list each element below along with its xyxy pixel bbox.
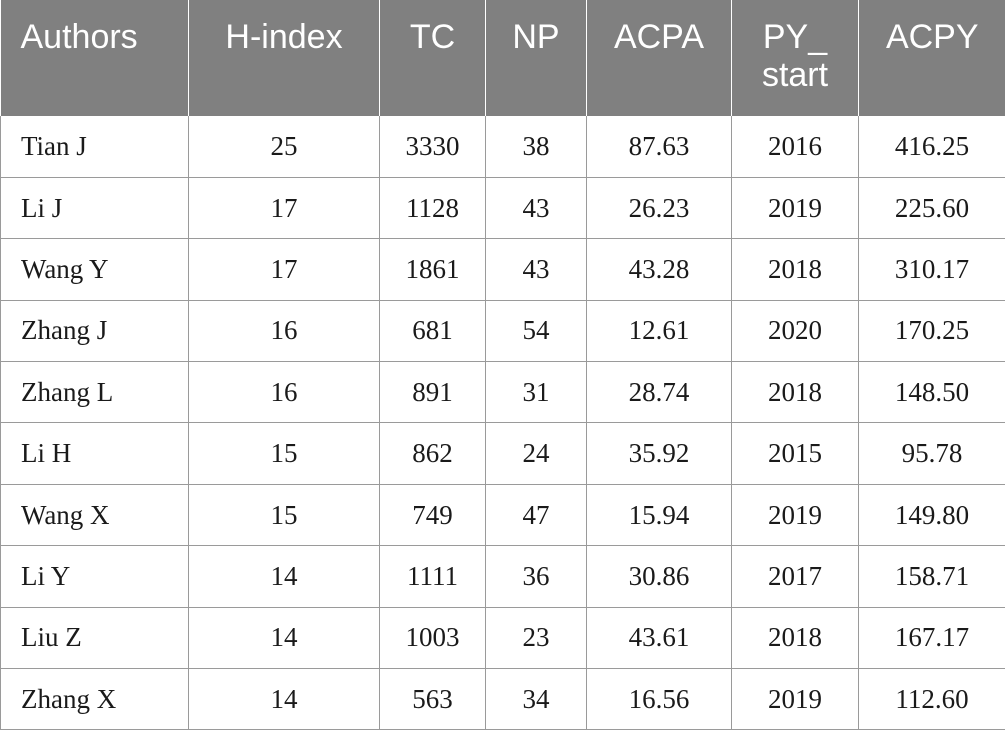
cell-py-start: 2018 [731, 238, 859, 301]
header-tc: TC [379, 0, 486, 116]
cell-py-start: 2016 [731, 116, 859, 178]
cell-np: 47 [485, 484, 587, 547]
cell-np: 43 [485, 238, 587, 301]
cell-acpa: 35.92 [586, 422, 732, 485]
cell-acpy: 167.17 [858, 607, 1005, 670]
table-row: Zhang J 16 681 54 12.61 2020 170.25 [0, 300, 1005, 363]
cell-h-index: 17 [188, 238, 380, 301]
cell-acpy: 148.50 [858, 361, 1005, 424]
cell-acpa: 16.56 [586, 668, 732, 731]
cell-acpy: 158.71 [858, 545, 1005, 608]
cell-np: 31 [485, 361, 587, 424]
cell-h-index: 15 [188, 422, 380, 485]
cell-author: Li H [0, 422, 189, 485]
cell-py-start: 2019 [731, 177, 859, 240]
cell-h-index: 16 [188, 300, 380, 363]
cell-np: 24 [485, 422, 587, 485]
cell-acpy: 225.60 [858, 177, 1005, 240]
cell-np: 34 [485, 668, 587, 731]
table-body: Tian J 25 3330 38 87.63 2016 416.25 Li J… [0, 116, 1005, 731]
cell-acpa: 26.23 [586, 177, 732, 240]
header-h-index: H-index [188, 0, 380, 116]
cell-author: Li J [0, 177, 189, 240]
cell-acpy: 149.80 [858, 484, 1005, 547]
cell-tc: 1111 [379, 545, 486, 608]
cell-author: Zhang X [0, 668, 189, 731]
cell-acpy: 112.60 [858, 668, 1005, 731]
cell-np: 23 [485, 607, 587, 670]
cell-h-index: 25 [188, 116, 380, 178]
cell-acpa: 87.63 [586, 116, 732, 178]
header-py-start: PY_ start [731, 0, 859, 116]
table-row: Li Y 14 1111 36 30.86 2017 158.71 [0, 545, 1005, 608]
cell-h-index: 14 [188, 545, 380, 608]
cell-py-start: 2018 [731, 607, 859, 670]
table-row: Liu Z 14 1003 23 43.61 2018 167.17 [0, 607, 1005, 670]
table-row: Wang X 15 749 47 15.94 2019 149.80 [0, 484, 1005, 547]
cell-py-start: 2015 [731, 422, 859, 485]
cell-tc: 891 [379, 361, 486, 424]
table-row: Tian J 25 3330 38 87.63 2016 416.25 [0, 116, 1005, 178]
table-row: Wang Y 17 1861 43 43.28 2018 310.17 [0, 238, 1005, 301]
table-row: Li H 15 862 24 35.92 2015 95.78 [0, 422, 1005, 485]
cell-np: 43 [485, 177, 587, 240]
author-metrics-table: Authors H-index TC NP ACPA PY_ start ACP… [0, 0, 1005, 731]
cell-py-start: 2019 [731, 484, 859, 547]
cell-py-start: 2018 [731, 361, 859, 424]
table-header: Authors H-index TC NP ACPA PY_ start ACP… [0, 0, 1005, 116]
header-np: NP [485, 0, 587, 116]
header-row: Authors H-index TC NP ACPA PY_ start ACP… [0, 0, 1005, 116]
cell-py-start: 2019 [731, 668, 859, 731]
cell-author: Liu Z [0, 607, 189, 670]
header-authors: Authors [0, 0, 189, 116]
cell-tc: 749 [379, 484, 486, 547]
cell-py-start: 2017 [731, 545, 859, 608]
cell-author: Zhang L [0, 361, 189, 424]
cell-h-index: 15 [188, 484, 380, 547]
cell-tc: 3330 [379, 116, 486, 178]
cell-tc: 1003 [379, 607, 486, 670]
cell-acpy: 310.17 [858, 238, 1005, 301]
table-row: Li J 17 1128 43 26.23 2019 225.60 [0, 177, 1005, 240]
table-row: Zhang L 16 891 31 28.74 2018 148.50 [0, 361, 1005, 424]
cell-tc: 563 [379, 668, 486, 731]
cell-acpa: 43.61 [586, 607, 732, 670]
header-acpa: ACPA [586, 0, 732, 116]
cell-np: 54 [485, 300, 587, 363]
cell-np: 38 [485, 116, 587, 178]
cell-h-index: 17 [188, 177, 380, 240]
cell-np: 36 [485, 545, 587, 608]
cell-author: Li Y [0, 545, 189, 608]
cell-tc: 1128 [379, 177, 486, 240]
cell-tc: 681 [379, 300, 486, 363]
cell-acpa: 43.28 [586, 238, 732, 301]
cell-h-index: 14 [188, 668, 380, 731]
table-row: Zhang X 14 563 34 16.56 2019 112.60 [0, 668, 1005, 731]
cell-acpy: 95.78 [858, 422, 1005, 485]
cell-tc: 862 [379, 422, 486, 485]
cell-author: Wang X [0, 484, 189, 547]
cell-acpa: 12.61 [586, 300, 732, 363]
cell-acpy: 170.25 [858, 300, 1005, 363]
cell-h-index: 16 [188, 361, 380, 424]
cell-acpa: 30.86 [586, 545, 732, 608]
cell-acpa: 15.94 [586, 484, 732, 547]
cell-author: Zhang J [0, 300, 189, 363]
cell-author: Tian J [0, 116, 189, 178]
header-acpy: ACPY [858, 0, 1005, 116]
cell-acpa: 28.74 [586, 361, 732, 424]
cell-acpy: 416.25 [858, 116, 1005, 178]
cell-tc: 1861 [379, 238, 486, 301]
cell-author: Wang Y [0, 238, 189, 301]
cell-py-start: 2020 [731, 300, 859, 363]
cell-h-index: 14 [188, 607, 380, 670]
